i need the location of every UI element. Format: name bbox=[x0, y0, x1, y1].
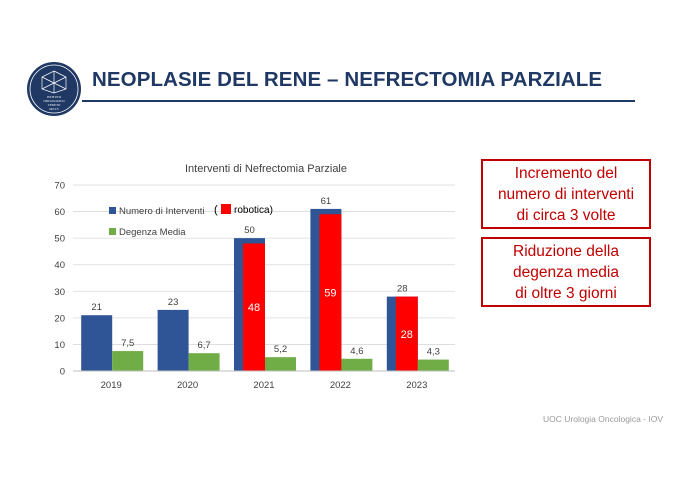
legend-swatch-robotica bbox=[221, 204, 231, 214]
x-tick-label: 2021 bbox=[253, 380, 274, 391]
callout-1-line-2: numero di interventi bbox=[497, 185, 635, 203]
y-tick-label: 70 bbox=[54, 181, 65, 192]
label-interventi-2019: 21 bbox=[91, 302, 102, 313]
bar-degenza-2021 bbox=[265, 357, 296, 371]
bar-interventi-2019 bbox=[81, 315, 113, 371]
legend-swatch-degenza bbox=[109, 228, 116, 235]
label-degenza-2022: 4,6 bbox=[350, 346, 363, 357]
logo-line-1: ISTITUTO bbox=[47, 95, 62, 99]
bar-robotica-2023 bbox=[395, 296, 418, 371]
label-robotica-2023: 28 bbox=[401, 329, 413, 341]
legend-label-robotica: robotica) bbox=[234, 205, 273, 216]
callout-2-line-2: degenza media bbox=[513, 263, 619, 281]
label-degenza-2021: 5,2 bbox=[274, 344, 287, 355]
bar-interventi-2020 bbox=[157, 309, 189, 371]
y-tick-label: 30 bbox=[54, 287, 65, 298]
bar-degenza-2022 bbox=[341, 358, 373, 371]
title-divider bbox=[82, 100, 635, 102]
x-tick-label: 2022 bbox=[330, 380, 351, 391]
callout-reduction: Riduzione della degenza media di oltre 3… bbox=[481, 237, 651, 307]
x-tick-label: 2020 bbox=[177, 380, 198, 391]
bar-degenza-2020 bbox=[188, 353, 220, 371]
callout-1-line-3: di circa 3 volte bbox=[516, 206, 616, 224]
label-degenza-2020: 6,7 bbox=[197, 340, 210, 351]
logo-line-4: IRCCS bbox=[49, 107, 58, 111]
callout-increment: Incremento del numero di interventi di c… bbox=[481, 159, 651, 229]
y-tick-label: 0 bbox=[60, 367, 65, 378]
legend-label-degenza: Degenza Media bbox=[119, 227, 186, 238]
logo-line-2: ONCOLOGICO bbox=[43, 99, 65, 103]
label-robotica-2021: 48 bbox=[248, 302, 260, 314]
bar-degenza-2023 bbox=[417, 359, 449, 371]
page-title: NEOPLASIE DEL RENE – NEFRECTOMIA PARZIAL… bbox=[92, 68, 603, 91]
bar-chart: Interventi di Nefrectomia Parziale 0 10 20 3… bbox=[54, 163, 455, 391]
bar-robotica-2021 bbox=[243, 243, 265, 371]
label-interventi-2022: 61 bbox=[321, 196, 332, 207]
legend-swatch-interventi bbox=[109, 207, 116, 214]
y-tick-label: 20 bbox=[54, 313, 65, 324]
chart-title: Interventi di Nefrectomia Parziale bbox=[185, 163, 347, 175]
x-tick-label: 2023 bbox=[406, 380, 427, 391]
bar-degenza-2019 bbox=[112, 351, 144, 371]
label-interventi-2020: 23 bbox=[168, 297, 179, 308]
iov-logo: ISTITUTO ONCOLOGICO VENETO IRCCS bbox=[27, 62, 81, 116]
y-tick-label: 10 bbox=[54, 340, 65, 351]
callout-2-line-1: Riduzione della bbox=[513, 242, 619, 260]
callout-1-line-1: Incremento del bbox=[514, 164, 618, 182]
logo-line-3: VENETO bbox=[48, 103, 61, 107]
x-tick-label: 2019 bbox=[101, 380, 122, 391]
legend-robotica-paren: ( bbox=[214, 204, 218, 216]
label-interventi-2023: 28 bbox=[397, 284, 408, 295]
label-degenza-2023: 4,3 bbox=[427, 347, 440, 358]
label-degenza-2019: 7,5 bbox=[121, 338, 134, 349]
legend-label-interventi: Numero di Interventi bbox=[119, 206, 205, 217]
y-tick-label: 50 bbox=[54, 234, 65, 245]
y-tick-label: 60 bbox=[54, 207, 65, 218]
bar-robotica-2022 bbox=[319, 214, 342, 371]
label-interventi-2021: 50 bbox=[244, 225, 255, 236]
y-tick-label: 40 bbox=[54, 260, 65, 271]
label-robotica-2022: 59 bbox=[324, 288, 336, 300]
callout-2-line-3: di oltre 3 giorni bbox=[515, 284, 617, 302]
footer-credit: UOC Urologia Oncologica - IOV bbox=[543, 414, 663, 424]
